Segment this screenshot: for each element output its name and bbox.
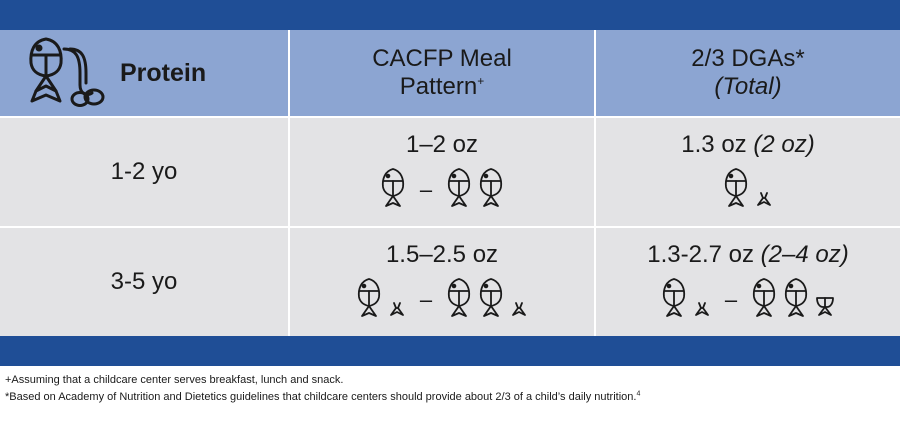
- header-cacfp-cell: CACFP Meal Pattern+: [288, 30, 594, 116]
- footnote-star-wrap: *Based on Academy of Nutrition and Diete…: [5, 389, 895, 406]
- fish-icon: [723, 167, 749, 209]
- age-cell: 1-2 yo: [0, 118, 288, 226]
- footnote-star-sup: 4: [636, 390, 641, 398]
- cacfp-amount: 1–2 oz: [405, 131, 479, 158]
- cacfp-header: CACFP Meal Pattern+: [372, 45, 512, 101]
- dga-cell: 1.3-2.7 oz (2–4 oz) –: [594, 228, 900, 336]
- table-header-row: Protein CACFP Meal Pattern+ 2/3 DGAs* (T…: [0, 30, 900, 116]
- dga-cell: 1.3 oz (2 oz): [594, 118, 900, 226]
- dga-amount-wrap: 1.3-2.7 oz (2–4 oz): [647, 241, 848, 269]
- dga-total: (2 oz): [753, 131, 815, 158]
- fish-fragment-icon: [510, 301, 528, 317]
- fish-icon: [380, 167, 406, 209]
- range-dash: –: [724, 287, 738, 312]
- footnotes: +Assuming that a childcare center serves…: [5, 372, 895, 406]
- top-band: [0, 0, 900, 30]
- dga-total: (2–4 oz): [760, 241, 849, 268]
- fish-icon: [356, 277, 382, 319]
- age-cell: 3-5 yo: [0, 228, 288, 336]
- footnote-star: *Based on Academy of Nutrition and Diete…: [5, 391, 637, 403]
- age-label: 3-5 yo: [110, 268, 178, 295]
- cacfp-icons: –: [380, 167, 504, 209]
- age-label: 1-2 yo: [110, 158, 178, 185]
- cacfp-cell: 1.5–2.5 oz –: [288, 228, 594, 336]
- cacfp-header-line2-wrap: Pattern+: [372, 73, 512, 101]
- table-row: 3-5 yo 1.5–2.5 oz – 1.3-2.7 oz (2–4 oz) …: [0, 226, 900, 336]
- cacfp-icons: –: [356, 277, 528, 319]
- fish-icon: [751, 277, 777, 319]
- range-dash: –: [419, 177, 433, 202]
- cacfp-header-sup: +: [477, 74, 485, 88]
- fish-icon: [478, 167, 504, 209]
- range-dash: –: [419, 287, 433, 312]
- dga-amount-wrap: 1.3 oz (2 oz): [681, 131, 814, 159]
- fish-icon: [783, 277, 809, 319]
- dga-amount: 1.3-2.7 oz: [647, 241, 754, 268]
- fish-icon: [446, 167, 472, 209]
- cacfp-header-line2: Pattern: [399, 73, 478, 100]
- cacfp-cell: 1–2 oz –: [288, 118, 594, 226]
- protein-icon: [29, 37, 105, 107]
- bottom-band: [0, 336, 900, 366]
- dga-header-line1: 2/3 DGAs*: [691, 45, 805, 72]
- fish-fragment-icon: [693, 301, 711, 317]
- fish-fragment-icon: [388, 301, 406, 317]
- protein-table: Protein CACFP Meal Pattern+ 2/3 DGAs* (T…: [0, 30, 900, 336]
- dga-header-line2: (Total): [714, 73, 782, 100]
- table-row: 1-2 yo 1–2 oz – 1.3 oz (2 oz): [0, 116, 900, 226]
- dga-icons: [723, 167, 773, 209]
- dga-icons: –: [661, 277, 835, 319]
- header-protein-cell: Protein: [0, 30, 288, 116]
- fish-icon: [446, 277, 472, 319]
- protein-label: Protein: [120, 58, 207, 87]
- cacfp-amount: 1.5–2.5 oz: [385, 241, 499, 268]
- fish-fragment-icon: [755, 191, 773, 207]
- fish-icon: [478, 277, 504, 319]
- dga-header: 2/3 DGAs* (Total): [691, 45, 804, 101]
- dga-amount: 1.3 oz: [681, 131, 747, 158]
- header-dga-cell: 2/3 DGAs* (Total): [594, 30, 900, 116]
- fish-icon: [661, 277, 687, 319]
- cacfp-header-line1: CACFP Meal: [372, 45, 512, 72]
- fish-fragment-icon: [815, 295, 835, 317]
- footnote-plus: +Assuming that a childcare center serves…: [5, 374, 344, 386]
